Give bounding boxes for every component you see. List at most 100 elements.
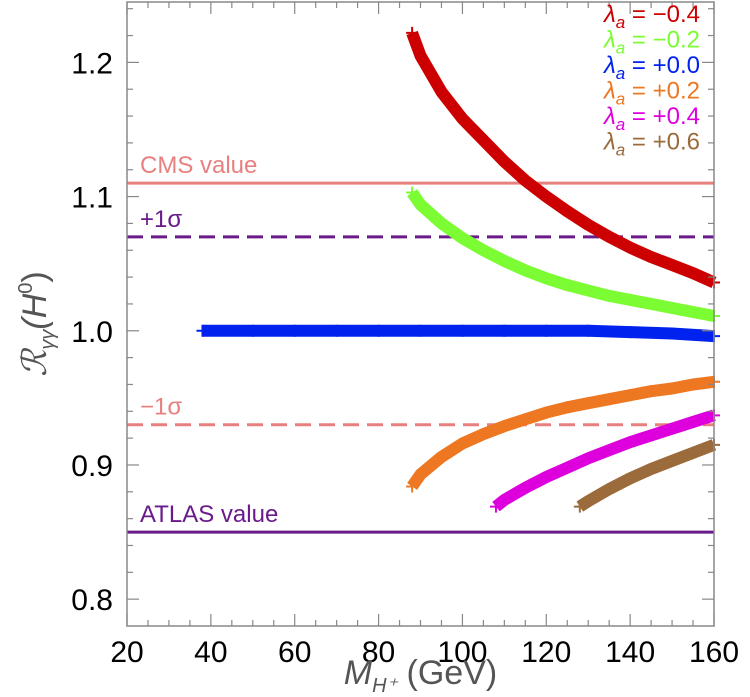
- legend-value-5: +0.4: [653, 103, 700, 130]
- series-1-point-1: [406, 26, 419, 39]
- series-4-point-8: [540, 406, 553, 419]
- series-4-point-13: [645, 385, 658, 398]
- series-4-point-4: [456, 437, 469, 450]
- legend-symbol-6: λ: [602, 129, 616, 156]
- series-4-point-9: [561, 401, 574, 414]
- series-2-point-5: [477, 244, 490, 257]
- series-5-line: [492, 409, 716, 512]
- series-2-point-4: [456, 232, 469, 245]
- series-2-point-9: [561, 279, 574, 292]
- x-tick-label-8: 160: [689, 636, 739, 669]
- y-title-arg-open: (H: [16, 293, 54, 329]
- series-3-point-3: [288, 324, 301, 337]
- series-6: [573, 438, 720, 513]
- legend-eq-2: =: [625, 27, 652, 54]
- series-4-point-12: [624, 389, 637, 402]
- series-4-point-7: [519, 413, 532, 426]
- legend-eq-5: =: [625, 103, 652, 130]
- legend-sub-6: a: [616, 141, 625, 160]
- x-tick-label-5: 100: [437, 636, 487, 669]
- series-6-point-2: [582, 495, 595, 508]
- series-5-point-8: [624, 436, 637, 449]
- series-5-point-2: [498, 493, 511, 506]
- y-tick-label-2: 0.9: [71, 450, 113, 483]
- legend-sub-2: a: [616, 39, 625, 58]
- legend-eq-4: =: [625, 78, 652, 105]
- reference-label-3: −1σ: [140, 394, 182, 421]
- series-4-point-1: [406, 480, 419, 493]
- series-5-point-4: [540, 471, 553, 484]
- series-1-point-14: [666, 259, 679, 272]
- legend-sub-5: a: [616, 115, 625, 134]
- series-4-point-6: [498, 420, 511, 433]
- series-2: [406, 186, 720, 323]
- series-4-line: [407, 375, 715, 490]
- series-3-point-6: [414, 324, 427, 337]
- x-title-unit: (GeV): [397, 654, 497, 692]
- series-3-point-9: [540, 324, 553, 337]
- legend-entry-6: λa = +0.6: [602, 129, 700, 160]
- series-3-point-1: [196, 324, 209, 337]
- series-2-line: [407, 189, 716, 322]
- series-3-point-2: [246, 324, 259, 337]
- axis-titles: MH⁺ (GeV) ℛγγ(H0): [15, 271, 497, 697]
- series-6-point-3: [603, 483, 616, 496]
- series-3-point-12: [666, 327, 679, 340]
- y-title-arg-close: ): [16, 271, 54, 282]
- series-2-point-7: [519, 264, 532, 277]
- series-4-point-11: [603, 393, 616, 406]
- series-1-point-10: [582, 218, 595, 231]
- series-2-point-12: [624, 293, 637, 306]
- legend-symbol-5: λ: [602, 103, 616, 130]
- series-3-point-8: [498, 324, 511, 337]
- series-1-point-6: [498, 155, 511, 168]
- x-title-main: M: [344, 654, 373, 692]
- series-4-point-2: [414, 468, 427, 481]
- series-1-point-4: [456, 112, 469, 125]
- series-2-point-11: [603, 289, 616, 302]
- series-5-point-1: [489, 500, 502, 513]
- series-3-point-5: [372, 324, 385, 337]
- series-5-point-5: [561, 461, 574, 474]
- x-tick-label-7: 140: [605, 636, 655, 669]
- x-tick-label-1: 20: [110, 636, 143, 669]
- series-5-point-10: [666, 422, 679, 435]
- series-6-point-4: [624, 472, 637, 485]
- series-5-point-11: [687, 416, 700, 429]
- legend-symbol-3: λ: [602, 52, 616, 79]
- series-1: [406, 26, 720, 289]
- y-title-arg-sup: 0: [15, 283, 37, 294]
- series-1-point-2: [414, 49, 427, 62]
- legend-value-1: −0.4: [653, 1, 700, 28]
- legend-value-6: +0.6: [653, 129, 700, 156]
- legend-sub-1: a: [616, 13, 625, 32]
- series-3-point-4: [330, 324, 343, 337]
- series-layer: [196, 26, 720, 513]
- series-2-point-3: [435, 217, 448, 230]
- legend-sub-3: a: [616, 64, 625, 83]
- y-axis-title: ℛγγ(H0): [15, 271, 59, 376]
- y-tick-label-5: 1.2: [71, 47, 113, 80]
- series-1-point-5: [477, 134, 490, 147]
- series-4-point-14: [666, 382, 679, 395]
- series-2-point-8: [540, 272, 553, 285]
- series-4-point-3: [435, 450, 448, 463]
- y-tick-label-1: 0.8: [71, 584, 113, 617]
- series-1-point-7: [519, 174, 532, 187]
- legend-entry-3: λa = +0.0: [602, 52, 700, 83]
- series-4-point-5: [477, 428, 490, 441]
- y-tick-label-4: 1.1: [71, 182, 113, 215]
- series-2-point-14: [666, 301, 679, 314]
- series-3-point-7: [456, 324, 469, 337]
- legend-entry-1: λa = −0.4: [602, 1, 700, 32]
- series-2-point-13: [645, 297, 658, 310]
- series-2-point-1: [406, 186, 419, 199]
- legend-symbol-2: λ: [602, 27, 616, 54]
- legend-symbol-1: λ: [602, 1, 616, 28]
- legend-entry-4: λa = +0.2: [602, 78, 700, 109]
- legend-entry-2: λa = −0.2: [602, 27, 700, 58]
- series-2-point-2: [414, 198, 427, 211]
- series-1-point-8: [540, 190, 553, 203]
- x-axis-title: MH⁺ (GeV): [344, 654, 497, 697]
